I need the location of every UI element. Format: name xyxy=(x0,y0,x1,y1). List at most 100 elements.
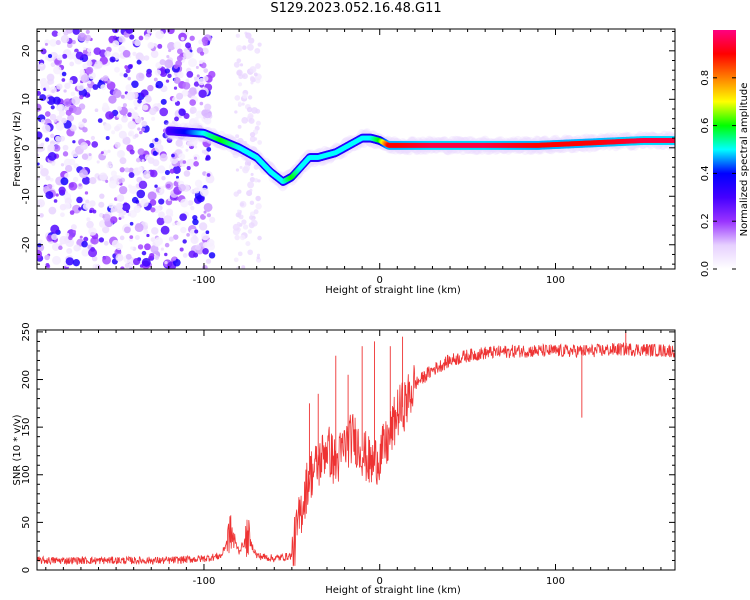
noise-blob xyxy=(255,50,259,54)
noise-blob xyxy=(45,263,50,267)
noise-blob xyxy=(158,211,165,219)
noise-blob xyxy=(233,257,239,263)
noise-blob xyxy=(58,245,63,251)
noise-blob xyxy=(98,212,104,218)
noise-blob xyxy=(68,181,78,191)
noise-blob xyxy=(122,49,131,58)
noise-blob xyxy=(127,131,133,137)
noise-blob xyxy=(126,91,136,101)
snr-layer xyxy=(37,331,675,567)
noise-blob xyxy=(40,167,49,177)
noise-blob xyxy=(116,194,125,202)
noise-blob xyxy=(122,136,131,145)
noise-blob xyxy=(247,95,253,100)
noise-blob xyxy=(139,130,143,135)
noise-blob xyxy=(82,202,90,210)
noise-blob xyxy=(203,202,213,212)
noise-blob xyxy=(145,173,151,178)
noise-blob xyxy=(176,92,184,100)
noise-blob xyxy=(168,49,172,53)
noise-blob xyxy=(118,36,125,43)
noise-blob xyxy=(81,240,88,248)
noise-blob xyxy=(78,183,82,187)
noise-blob xyxy=(186,166,191,171)
noise-blob xyxy=(82,118,88,124)
noise-blob xyxy=(59,203,67,211)
noise-blob xyxy=(139,264,144,268)
noise-blob xyxy=(208,70,216,79)
noise-blob xyxy=(141,120,148,127)
noise-blob xyxy=(37,199,46,208)
noise-blob xyxy=(50,224,60,234)
noise-blob xyxy=(134,106,138,110)
noise-blob xyxy=(51,242,60,251)
noise-blob xyxy=(125,253,132,260)
noise-blob xyxy=(79,95,84,100)
noise-blob xyxy=(247,229,253,234)
bottom-y-tick-label: 250 xyxy=(21,322,32,341)
noise-blob xyxy=(106,81,116,91)
noise-blob xyxy=(196,194,205,203)
noise-blob xyxy=(118,45,126,53)
bottom-y-tick-label: 100 xyxy=(21,465,32,484)
noise-blob xyxy=(205,258,212,264)
noise-blob xyxy=(44,137,50,142)
noise-blob xyxy=(247,37,255,44)
noise-blob xyxy=(53,199,58,203)
noise-blob xyxy=(96,160,100,164)
noise-blob xyxy=(179,159,184,165)
noise-blob xyxy=(190,235,199,245)
noise-blob xyxy=(157,43,163,49)
noise-blob xyxy=(177,71,184,79)
noise-blob xyxy=(76,196,83,204)
noise-blob xyxy=(152,150,158,156)
noise-blob xyxy=(88,227,97,236)
noise-blob xyxy=(249,131,256,138)
noise-blob xyxy=(137,127,141,131)
noise-blob xyxy=(137,244,144,250)
noise-blob xyxy=(56,83,63,90)
noise-blob xyxy=(179,247,184,252)
noise-blob xyxy=(159,188,163,193)
noise-blob xyxy=(111,239,120,248)
noise-blob xyxy=(236,58,242,63)
bottom-axis-x-tick-label: 0 xyxy=(377,576,383,587)
bottom-y-axis-label: SNR (10 * v/v) xyxy=(12,414,23,485)
noise-blob xyxy=(179,213,187,222)
noise-blob xyxy=(62,53,68,59)
colorbar-tick-label: 0.0 xyxy=(700,261,711,277)
noise-blob xyxy=(172,96,179,103)
noise-blob xyxy=(239,63,244,67)
noise-blob xyxy=(130,246,134,250)
noise-blob xyxy=(253,164,259,170)
noise-blob xyxy=(186,71,194,78)
bottom-axis-x-tick-label: 100 xyxy=(546,576,565,587)
noise-blob xyxy=(124,226,131,234)
noise-blob xyxy=(138,35,144,41)
noise-blob xyxy=(234,234,240,241)
noise-blob xyxy=(45,86,50,91)
noise-blob xyxy=(169,168,175,174)
noise-blob xyxy=(253,209,259,215)
noise-blob xyxy=(70,91,76,97)
noise-blob xyxy=(124,263,130,269)
noise-blob xyxy=(98,237,105,243)
noise-blob xyxy=(128,172,135,179)
noise-blob xyxy=(103,123,112,131)
noise-blob xyxy=(176,221,181,226)
noise-blob xyxy=(58,186,66,194)
noise-blob xyxy=(61,78,66,82)
noise-blob xyxy=(115,202,124,210)
noise-blob xyxy=(199,60,203,65)
noise-blob xyxy=(149,169,158,178)
noise-blob xyxy=(138,153,147,163)
bottom-y-tick-label: 0 xyxy=(21,567,32,573)
noise-blob xyxy=(131,111,139,119)
noise-blob xyxy=(147,191,157,201)
noise-blob xyxy=(149,143,155,149)
noise-blob xyxy=(125,68,131,74)
noise-blob xyxy=(58,110,66,117)
noise-blob xyxy=(156,217,165,226)
noise-blob xyxy=(173,64,179,69)
noise-blob xyxy=(242,45,247,50)
